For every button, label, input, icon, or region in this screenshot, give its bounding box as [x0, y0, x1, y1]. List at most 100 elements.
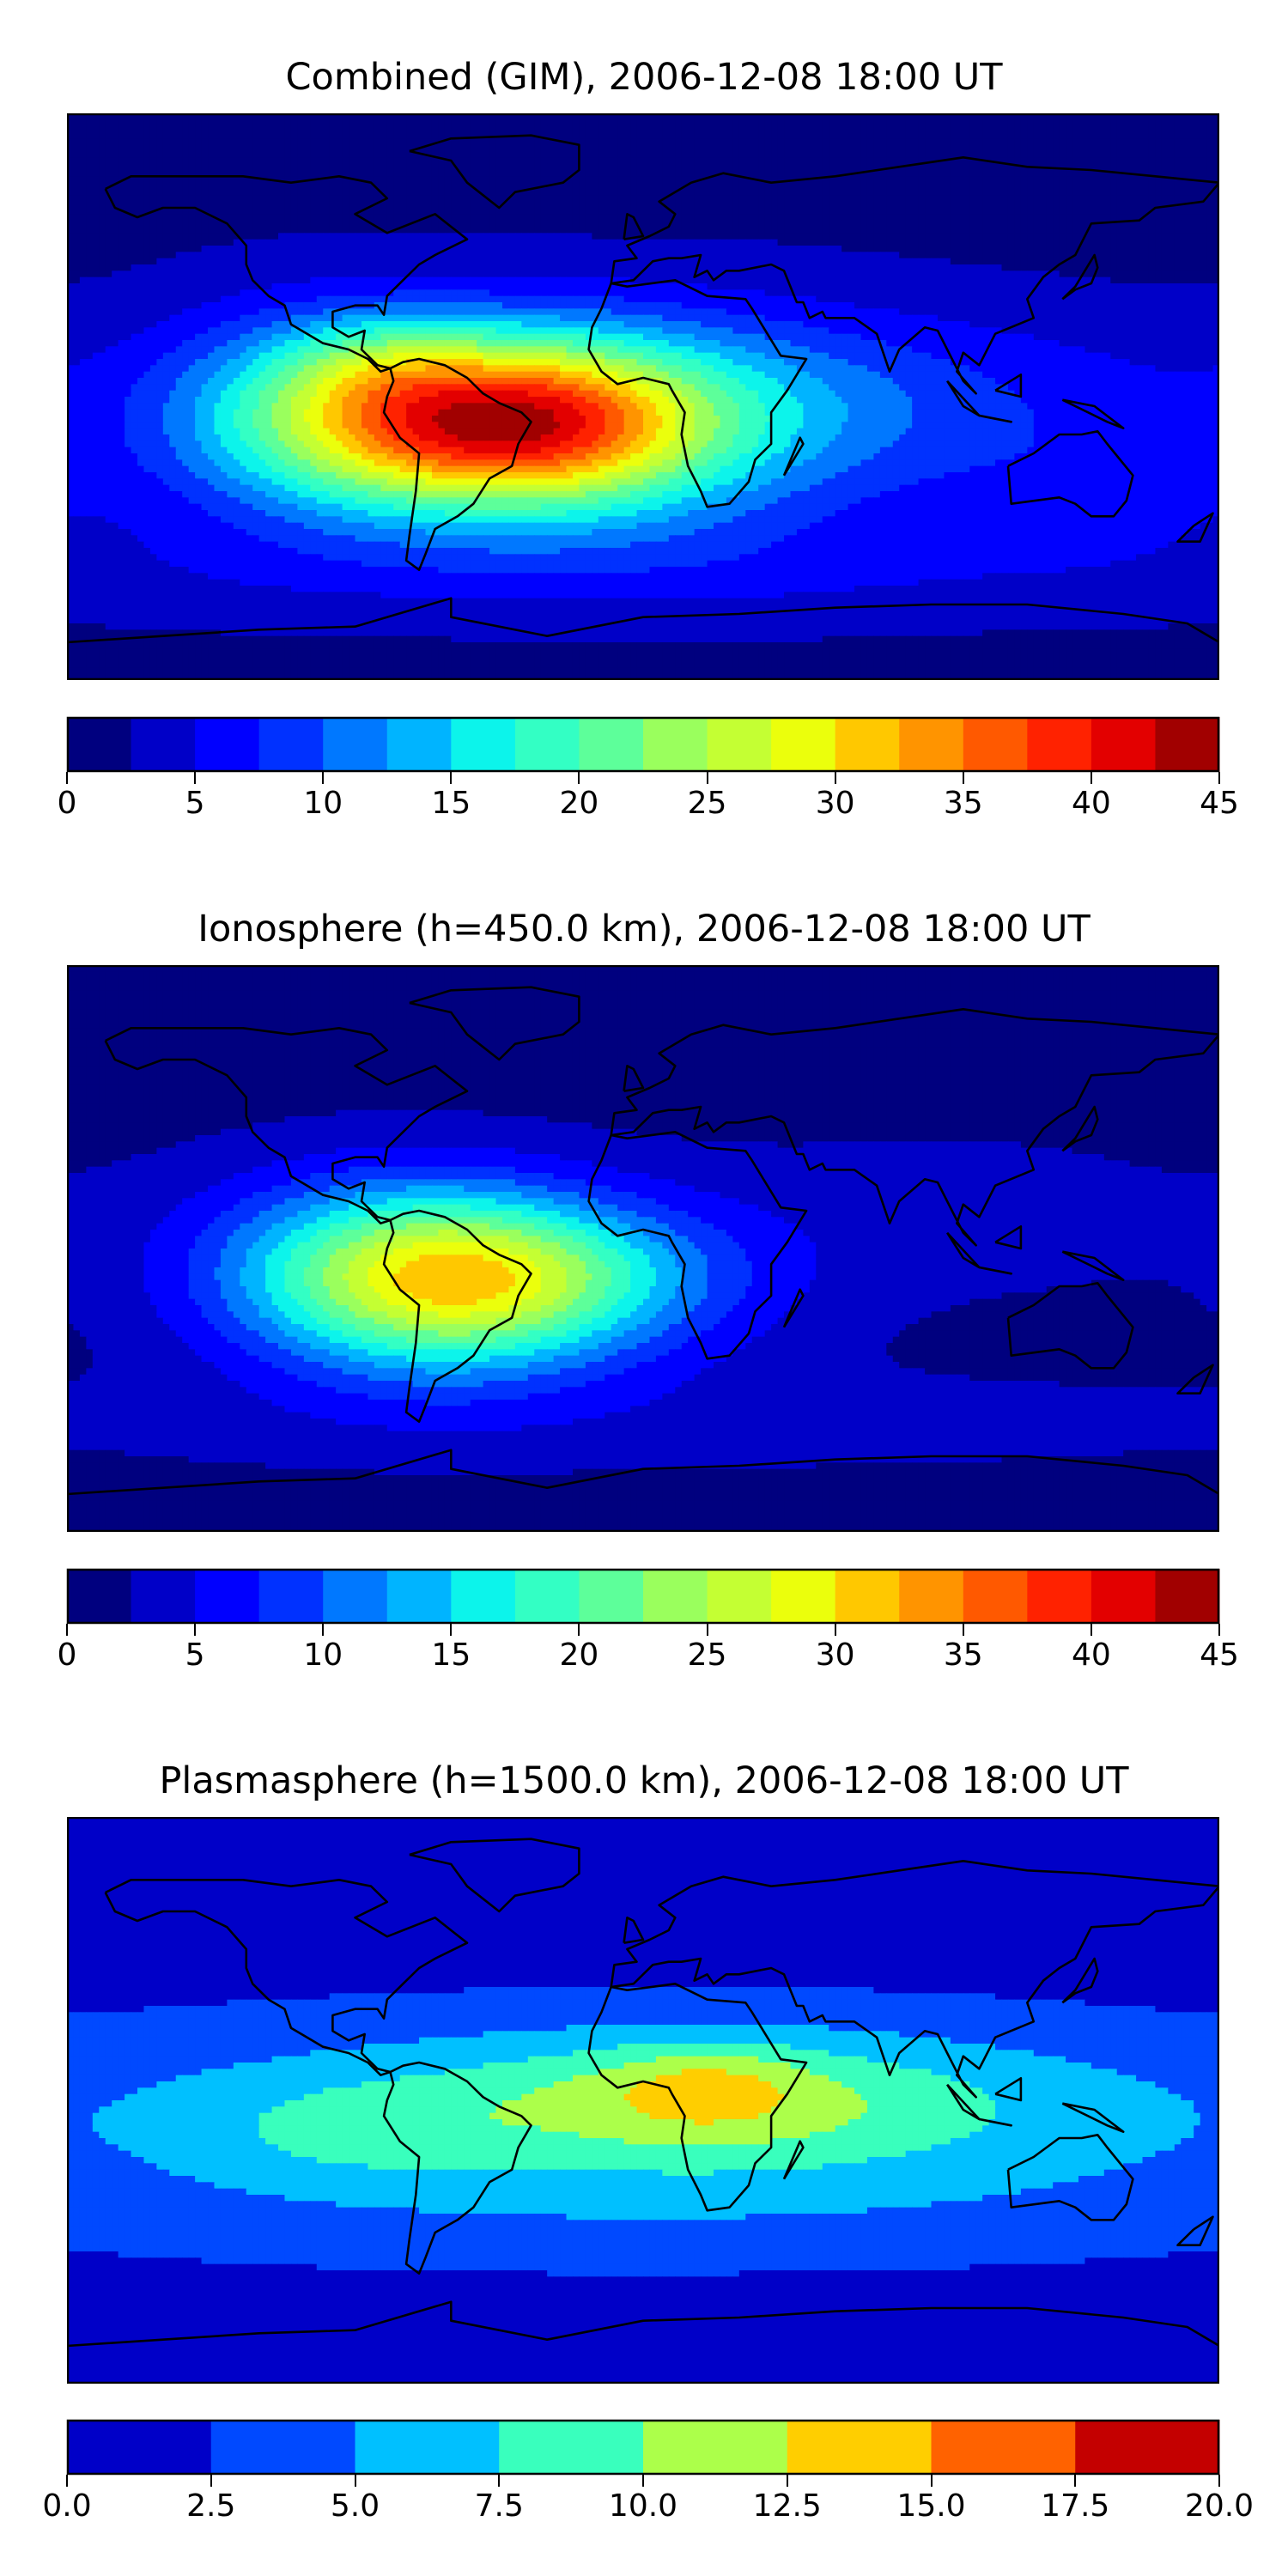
field-cell	[1181, 270, 1188, 278]
field-cell	[707, 264, 714, 271]
field-cell	[214, 163, 222, 171]
field-cell	[483, 246, 490, 252]
field-cell	[399, 270, 407, 278]
field-cell	[1136, 163, 1144, 171]
field-cell	[86, 132, 94, 139]
field-cell	[829, 246, 836, 252]
field-cell	[489, 276, 497, 284]
field-cell	[67, 189, 75, 196]
field-cell	[355, 195, 362, 203]
field-cell	[508, 151, 516, 158]
field-cell	[957, 227, 964, 234]
field-cell	[214, 195, 222, 203]
field-cell	[675, 195, 683, 203]
field-cell	[1155, 233, 1163, 240]
field-cell	[188, 182, 196, 190]
field-cell	[73, 144, 81, 152]
field-cell	[336, 208, 343, 215]
field-cell	[1059, 270, 1066, 278]
field-cell	[912, 170, 920, 177]
field-cell	[278, 270, 286, 278]
field-cell	[1200, 189, 1207, 196]
field-cell	[227, 144, 234, 152]
field-cell	[336, 220, 343, 228]
field-cell	[349, 132, 356, 139]
field-cell	[611, 233, 618, 240]
field-cell	[323, 258, 331, 265]
field-cell	[342, 246, 349, 252]
field-cell	[1046, 233, 1054, 240]
field-cell	[668, 125, 676, 133]
field-cell	[1066, 176, 1073, 184]
field-cell	[1014, 182, 1022, 190]
field-cell	[758, 151, 766, 158]
field-cell	[771, 170, 779, 177]
field-cell	[816, 258, 823, 265]
field-cell	[969, 151, 977, 158]
field-cell	[386, 132, 394, 139]
field-cell	[182, 119, 190, 127]
field-cell	[1033, 214, 1041, 222]
field-cell	[886, 283, 894, 290]
field-cell	[809, 270, 817, 278]
field-cell	[233, 239, 240, 246]
field-cell	[694, 283, 702, 290]
field-cell	[131, 113, 138, 120]
field-cell	[720, 113, 727, 120]
field-cell	[701, 189, 708, 196]
field-cell	[726, 283, 733, 290]
field-cell	[361, 138, 369, 146]
field-cell	[252, 258, 260, 265]
field-cell	[866, 283, 874, 290]
field-cell	[355, 151, 362, 158]
field-cell	[1053, 132, 1060, 139]
field-cell	[598, 227, 605, 234]
field-cell	[399, 246, 407, 252]
field-cell	[1174, 163, 1182, 171]
field-cell	[1007, 227, 1016, 234]
field-cell	[803, 258, 811, 265]
field-cell	[796, 163, 804, 171]
field-cell	[617, 138, 625, 146]
field-cell	[822, 239, 829, 246]
field-cell	[803, 264, 811, 271]
field-cell	[425, 233, 433, 240]
field-cell	[585, 270, 592, 278]
field-cell	[73, 264, 81, 271]
field-cell	[688, 270, 696, 278]
field-cell	[175, 276, 183, 284]
field-cell	[265, 201, 273, 209]
field-cell	[1168, 239, 1176, 246]
field-cell	[995, 170, 1003, 177]
field-cell	[694, 201, 702, 209]
field-cell	[86, 239, 94, 246]
field-cell	[605, 227, 612, 234]
field-cell	[611, 220, 618, 228]
field-cell	[118, 214, 125, 222]
field-cell	[451, 125, 459, 133]
field-cell	[265, 119, 273, 127]
field-cell	[112, 195, 119, 203]
field-cell	[649, 113, 657, 120]
field-cell	[521, 220, 529, 228]
field-cell	[899, 220, 907, 228]
field-cell	[380, 113, 388, 120]
field-cell	[514, 125, 522, 133]
field-cell	[668, 227, 676, 234]
field-cell	[297, 220, 305, 228]
field-cell	[714, 176, 721, 184]
field-cell	[732, 176, 740, 184]
field-cell	[1142, 201, 1150, 209]
field-cell	[1181, 214, 1188, 222]
field-cell	[873, 227, 881, 234]
field-cell	[118, 163, 125, 171]
field-cell	[982, 264, 990, 271]
field-cell	[1053, 113, 1060, 120]
field-cell	[758, 227, 766, 234]
field-cell	[252, 283, 260, 290]
field-cell	[342, 138, 349, 146]
field-cell	[944, 239, 951, 246]
field-cell	[605, 132, 612, 139]
field-cell	[1123, 176, 1131, 184]
field-cell	[79, 239, 87, 246]
